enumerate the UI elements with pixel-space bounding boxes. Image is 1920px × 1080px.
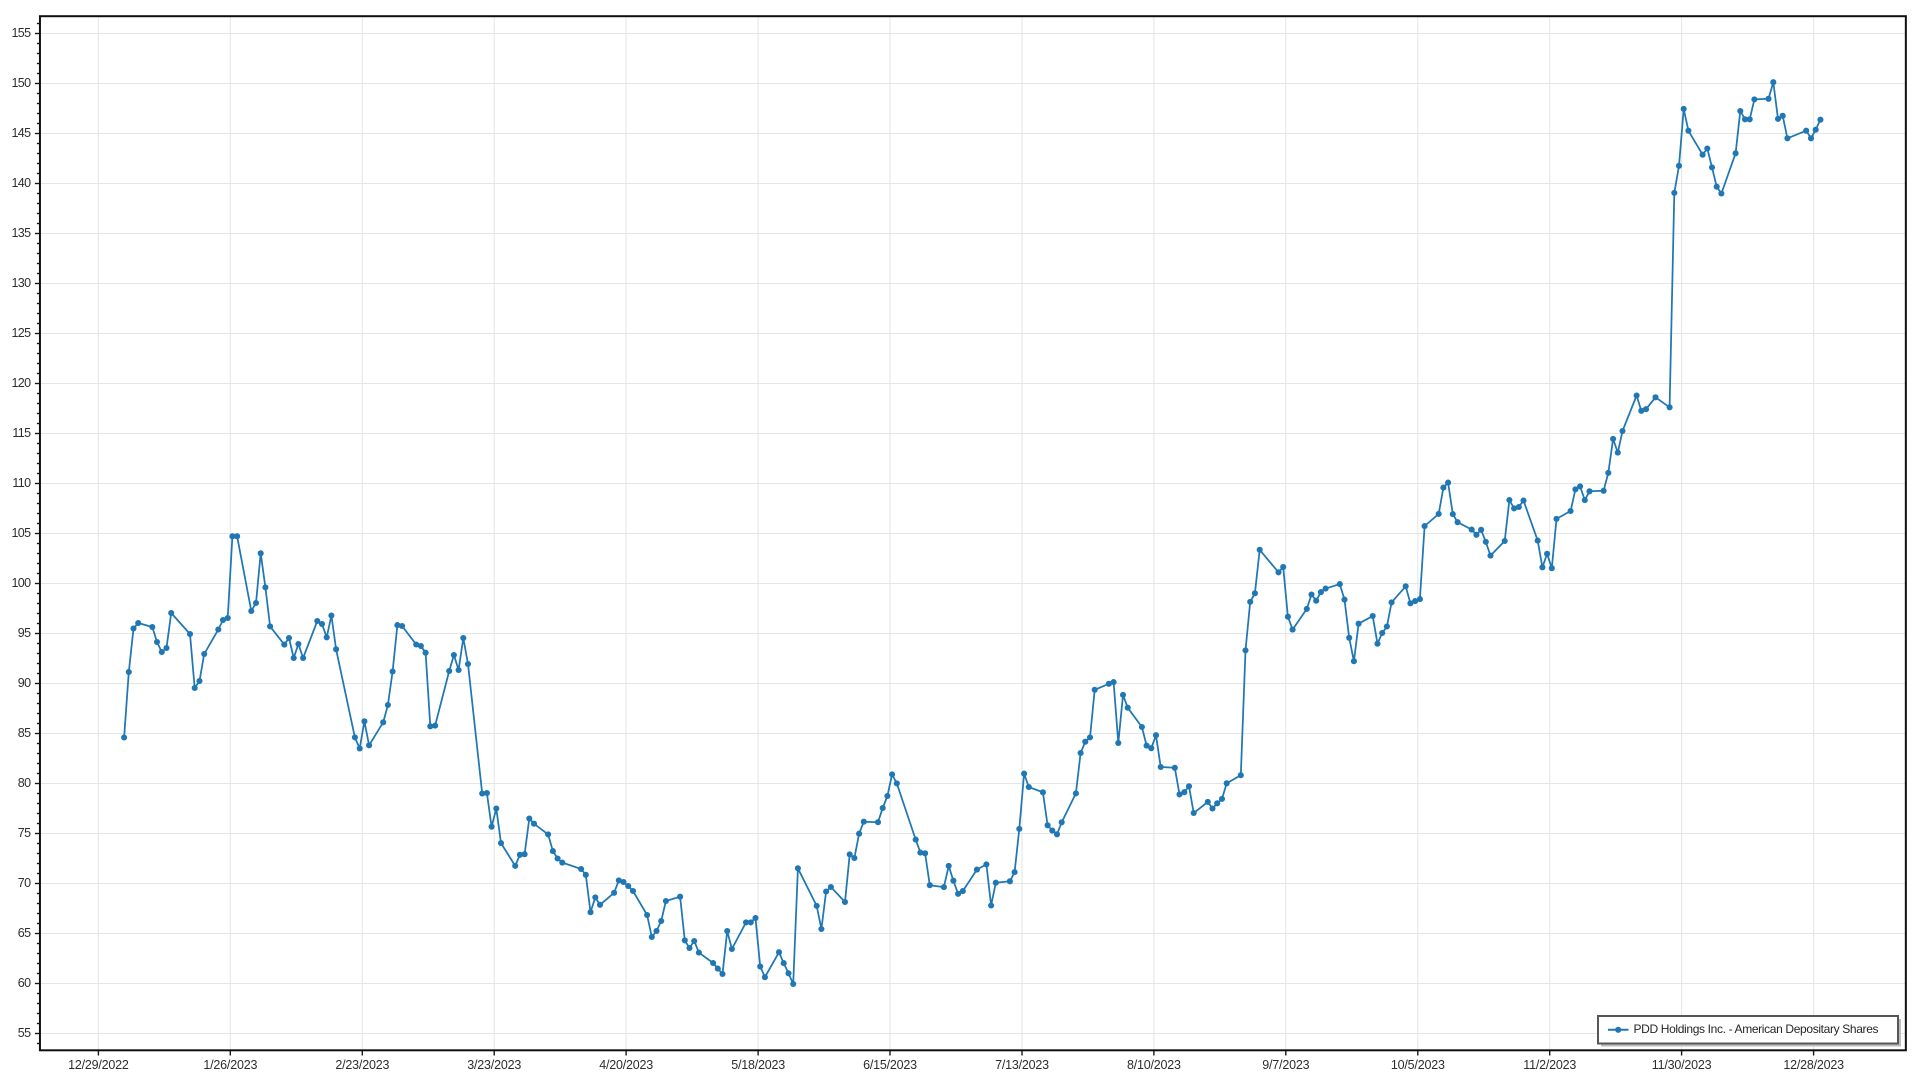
svg-text:155: 155 [11, 26, 31, 40]
svg-text:3/23/2023: 3/23/2023 [467, 1058, 521, 1072]
svg-text:PDD Holdings Inc. - American D: PDD Holdings Inc. - American Depositary … [1634, 1022, 1879, 1036]
svg-text:12/29/2022: 12/29/2022 [68, 1058, 129, 1072]
svg-text:110: 110 [12, 476, 31, 490]
svg-text:115: 115 [12, 426, 31, 440]
svg-text:90: 90 [18, 676, 31, 690]
svg-text:10/5/2023: 10/5/2023 [1391, 1058, 1445, 1072]
svg-text:2/23/2023: 2/23/2023 [335, 1058, 389, 1072]
svg-text:4/20/2023: 4/20/2023 [599, 1058, 653, 1072]
svg-text:135: 135 [11, 226, 31, 240]
svg-text:85: 85 [18, 726, 31, 740]
svg-text:95: 95 [18, 626, 31, 640]
svg-text:6/15/2023: 6/15/2023 [863, 1058, 917, 1072]
svg-text:11/2/2023: 11/2/2023 [1523, 1058, 1576, 1072]
svg-text:1/26/2023: 1/26/2023 [203, 1058, 257, 1072]
svg-text:75: 75 [18, 826, 31, 840]
svg-text:5/18/2023: 5/18/2023 [731, 1058, 785, 1072]
svg-text:105: 105 [11, 526, 31, 540]
svg-text:60: 60 [18, 976, 31, 990]
svg-text:145: 145 [11, 126, 31, 140]
svg-text:140: 140 [11, 176, 31, 190]
svg-text:70: 70 [18, 876, 31, 890]
svg-text:8/10/2023: 8/10/2023 [1127, 1058, 1181, 1072]
svg-text:7/13/2023: 7/13/2023 [995, 1058, 1049, 1072]
svg-text:150: 150 [11, 76, 31, 90]
svg-text:11/30/2023: 11/30/2023 [1652, 1058, 1712, 1072]
svg-text:55: 55 [18, 1026, 31, 1040]
svg-text:130: 130 [11, 276, 31, 290]
svg-text:80: 80 [18, 776, 31, 790]
svg-text:65: 65 [18, 926, 31, 940]
svg-text:125: 125 [11, 326, 31, 340]
svg-text:120: 120 [11, 376, 31, 390]
svg-text:12/28/2023: 12/28/2023 [1783, 1058, 1844, 1072]
svg-text:9/7/2023: 9/7/2023 [1262, 1058, 1309, 1072]
svg-text:100: 100 [11, 576, 31, 590]
